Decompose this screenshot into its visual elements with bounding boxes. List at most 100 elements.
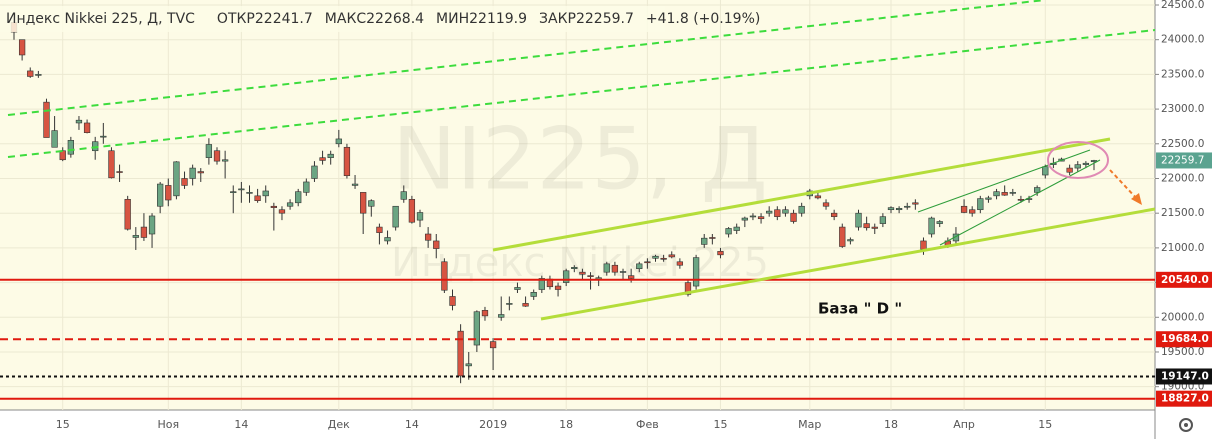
- candle-body: [652, 255, 659, 259]
- candle-body: [1042, 166, 1049, 176]
- candle-body: [270, 205, 277, 208]
- candle-body: [603, 263, 610, 273]
- candle-body: [351, 183, 359, 186]
- level-label-bg: [1156, 368, 1212, 385]
- candle-body: [644, 261, 651, 264]
- candle-body: [100, 135, 107, 138]
- candle-body: [286, 202, 294, 207]
- candle-body: [798, 205, 805, 214]
- y-tick-label: 24000.0: [1161, 34, 1204, 46]
- gear[interactable]: [1179, 418, 1193, 432]
- channel-line: [492, 137, 1111, 252]
- candle-body: [725, 228, 732, 235]
- x-tick-label: Фев: [636, 418, 659, 431]
- y-tick-label: 23000.0: [1161, 103, 1204, 115]
- candle-body: [1001, 192, 1008, 196]
- candle-body: [587, 275, 594, 277]
- candle-body: [498, 314, 505, 318]
- levels: [0, 278, 1155, 400]
- candle-body: [400, 191, 407, 200]
- highlight-ellipse: [1047, 141, 1109, 179]
- candle-body: [465, 363, 472, 367]
- candle-body: [116, 171, 123, 173]
- candle-body: [343, 146, 351, 177]
- plot-background: [0, 0, 1155, 410]
- settings-icon[interactable]: [1179, 418, 1193, 432]
- candle-body: [213, 150, 221, 162]
- candle-body: [368, 200, 375, 207]
- candle-body: [205, 144, 213, 158]
- candle-body: [392, 205, 399, 228]
- candle-body: [1074, 164, 1081, 169]
- candle-body: [993, 191, 1000, 197]
- candle-body: [140, 226, 148, 238]
- candle-body: [457, 330, 464, 377]
- candle-body: [522, 303, 529, 307]
- level-label-bg: [1156, 331, 1212, 348]
- price-axis: [1155, 0, 1212, 439]
- candle-body: [863, 223, 870, 229]
- candle-body: [969, 209, 976, 214]
- candle-body: [831, 212, 838, 217]
- candle-body: [636, 263, 643, 270]
- candle-body: [489, 341, 497, 349]
- candle-body: [303, 181, 310, 193]
- candle-body: [676, 261, 684, 266]
- candle-body: [254, 195, 261, 201]
- candle-body: [1082, 162, 1090, 165]
- candle-body: [822, 202, 830, 207]
- candle-body: [1090, 160, 1098, 163]
- candle-body: [165, 185, 172, 201]
- trend-line: [7, 29, 1156, 158]
- candle-body: [262, 190, 269, 197]
- level-label-bg: [1156, 271, 1212, 288]
- candle-body: [433, 240, 440, 249]
- candle-body: [709, 237, 716, 239]
- candle-body: [579, 271, 586, 275]
- candle-body: [660, 257, 667, 260]
- change: +41.8 (+0.19%): [646, 11, 760, 27]
- candles: [10, 20, 1098, 384]
- candle-body: [766, 210, 773, 214]
- candle-body: [1017, 199, 1025, 201]
- candle-body: [35, 74, 42, 76]
- candle-body: [920, 240, 927, 250]
- candle-body: [148, 215, 156, 235]
- candle-body: [814, 195, 822, 199]
- candle-body: [360, 192, 367, 214]
- candle-body: [977, 198, 984, 211]
- level-label: 20540.0: [1161, 274, 1209, 286]
- candle-body: [855, 212, 862, 228]
- candle-body: [936, 221, 943, 224]
- candle-body: [157, 183, 164, 207]
- candle-body: [230, 191, 237, 193]
- x-tick-label: 14: [234, 418, 248, 431]
- candle-body: [51, 130, 58, 148]
- last-price-label: 22259.7: [1161, 154, 1204, 166]
- candle-body: [1009, 192, 1016, 194]
- level-label-bg: [1156, 390, 1212, 407]
- candle-body: [847, 239, 854, 242]
- candle-body: [839, 226, 846, 247]
- candle-body: [530, 292, 537, 297]
- candle-body: [717, 251, 724, 256]
- header-background: [0, 6, 665, 32]
- candle-body: [83, 122, 91, 133]
- candle-body: [790, 212, 797, 222]
- x-tick-label: 18: [559, 418, 573, 431]
- watermark: Индекс Nikkei 225: [391, 240, 769, 286]
- watermark: NI225, Д: [392, 109, 768, 209]
- gear-center[interactable]: [1184, 423, 1188, 427]
- candle-body: [928, 217, 935, 235]
- trend-line: [7, 0, 1046, 116]
- candle-body: [173, 161, 180, 197]
- candle-body: [189, 167, 196, 179]
- candle-body: [904, 205, 911, 208]
- candle-body: [67, 140, 74, 155]
- close: ЗАКР22259.7: [539, 11, 634, 27]
- candle-body: [611, 264, 619, 273]
- candle-body: [692, 257, 700, 287]
- y-tick-label: 22500.0: [1161, 138, 1204, 150]
- candle-body: [757, 216, 765, 220]
